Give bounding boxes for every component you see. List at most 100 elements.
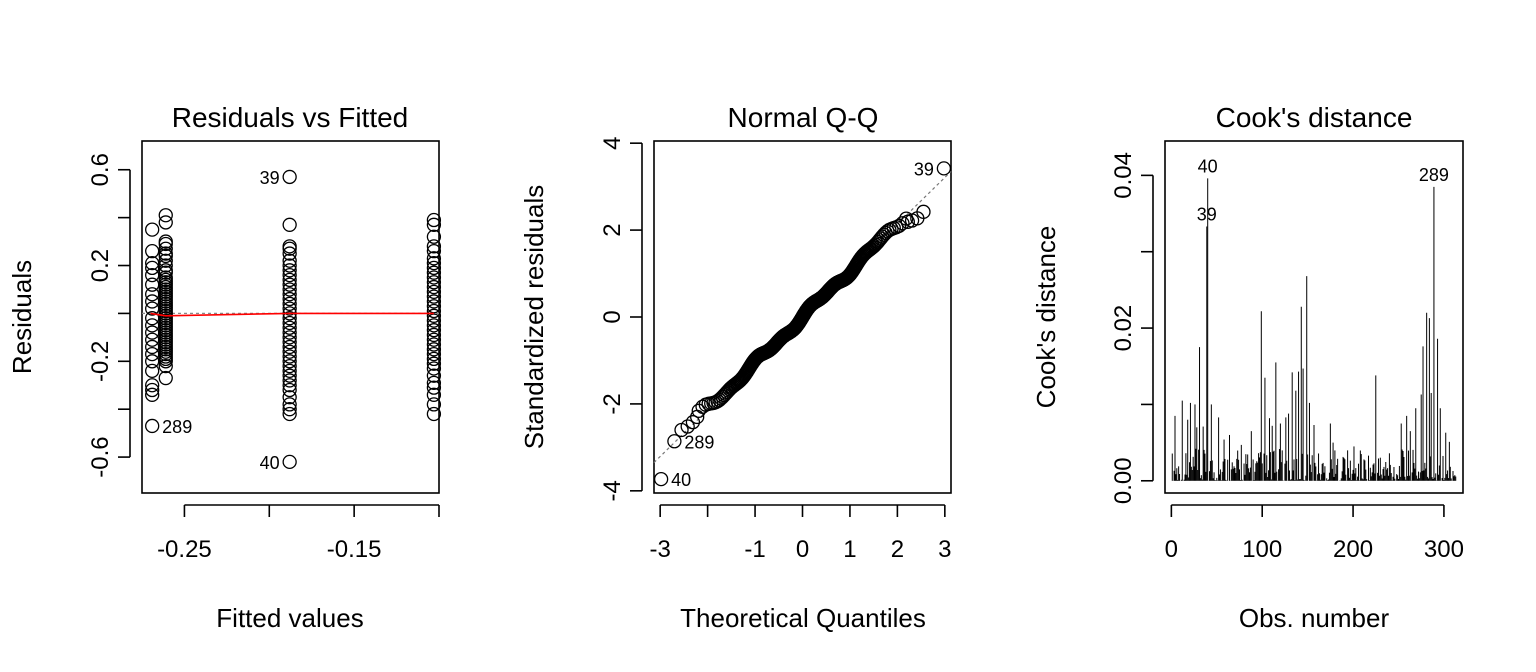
y-axis: -4 -2 0 2 4	[599, 136, 643, 501]
quantile-point	[667, 434, 682, 449]
panel-title: Cook's distance	[1216, 102, 1413, 133]
smooth-line	[150, 312, 434, 317]
residual-point	[282, 315, 297, 331]
residual-point	[282, 263, 297, 278]
residual-point	[426, 284, 442, 300]
residual-point	[145, 311, 160, 326]
y-tick-label: 0.04	[1110, 152, 1137, 199]
residual-point	[426, 289, 442, 304]
y-tick-label: 0	[599, 310, 626, 323]
residual-point	[282, 354, 297, 369]
residual-point	[145, 332, 160, 347]
quantile-point	[690, 409, 705, 425]
y-axis: -0.6 -0.2 0.2 0.6	[87, 153, 131, 478]
x-tick-label: -0.15	[327, 536, 382, 563]
outlier-labels: 39 289 40	[162, 168, 279, 473]
outlier-label: 289	[1419, 165, 1449, 185]
residual-point	[426, 239, 442, 254]
quantile-point	[916, 204, 931, 219]
residual-point	[282, 454, 297, 470]
quantile-point	[880, 224, 895, 239]
y-tick-label: 2	[599, 223, 626, 236]
residual-point	[145, 260, 160, 276]
quantile-point	[680, 419, 695, 434]
residual-point	[426, 327, 442, 343]
x-axis-label: Theoretical Quantiles	[680, 603, 926, 633]
x-tick-label: 2	[891, 536, 904, 563]
residual-point	[282, 296, 297, 311]
x-tick-label: 0	[796, 536, 809, 563]
x-tick-label: 3	[938, 536, 951, 563]
residual-point	[282, 320, 297, 335]
residual-point	[145, 363, 160, 379]
residual-point	[426, 368, 442, 383]
residual-point	[145, 277, 160, 292]
panel-title: Residuals vs Fitted	[172, 102, 409, 133]
residual-point	[282, 272, 297, 288]
residual-point	[282, 349, 297, 364]
residual-point	[145, 267, 160, 283]
y-axis: 0.00 0.02 0.04	[1110, 152, 1154, 504]
residual-point	[426, 406, 442, 422]
y-tick-label: -2	[599, 393, 626, 414]
residual-point	[426, 308, 442, 323]
residual-point	[282, 378, 297, 393]
residual-point	[145, 294, 160, 309]
residual-point	[282, 363, 297, 379]
y-tick-label: 0.6	[87, 153, 114, 186]
residual-point	[158, 215, 173, 230]
residual-point	[426, 217, 442, 232]
quantile-point	[895, 216, 910, 231]
x-axis-label: Obs. number	[1239, 603, 1390, 633]
residual-point	[145, 378, 160, 393]
x-tick-label: 200	[1333, 536, 1373, 563]
residual-point	[282, 246, 297, 261]
residual-point	[145, 418, 160, 434]
residual-point	[282, 406, 297, 422]
lowess-smooth-line	[150, 312, 434, 317]
residual-point	[426, 212, 442, 228]
y-axis-label: Cook's distance	[1031, 226, 1061, 409]
outlier-label: 39	[1197, 205, 1217, 225]
residual-points	[145, 169, 442, 470]
outlier-label: 39	[914, 159, 934, 179]
residual-point	[282, 169, 297, 185]
residual-point	[426, 294, 442, 309]
x-axis: 0 100 200 300	[1165, 504, 1464, 563]
residual-point	[426, 265, 442, 280]
y-tick-label: 0.02	[1110, 305, 1137, 352]
residual-point	[426, 255, 442, 271]
outlier-label: 40	[1198, 156, 1218, 176]
outlier-label: 289	[684, 432, 714, 452]
y-tick-label: -0.6	[87, 436, 114, 477]
y-tick-label: -0.2	[87, 341, 114, 382]
residual-point	[282, 282, 297, 297]
residual-point	[282, 277, 297, 292]
outlier-label: 40	[671, 470, 691, 490]
y-axis-label: Standardized residuals	[519, 185, 549, 450]
residual-point	[426, 279, 442, 295]
x-tick-label: -3	[649, 536, 670, 563]
residual-point	[426, 356, 442, 371]
residual-point	[158, 236, 173, 252]
residual-point	[426, 318, 442, 333]
residual-point	[426, 229, 442, 244]
x-axis: -0.25 -0.15	[157, 504, 440, 563]
residual-point	[145, 382, 160, 398]
residual-point	[158, 208, 173, 223]
residual-point	[426, 361, 442, 376]
quantile-point	[936, 161, 952, 176]
residual-point	[426, 313, 442, 328]
residual-point	[282, 330, 297, 345]
residual-point	[145, 325, 160, 340]
y-tick-label: 0.2	[87, 249, 114, 282]
residual-point	[145, 318, 160, 333]
residual-point	[158, 241, 173, 256]
residual-point	[282, 344, 297, 359]
residual-point	[282, 287, 297, 302]
residuals-vs-fitted-panel: Residuals vs Fitted 39 289 40 -0.25 -0.15 -…	[7, 102, 442, 633]
residual-point	[426, 270, 442, 285]
residual-point	[282, 390, 297, 405]
x-axis: -3 -1 0 1 2 3	[649, 504, 952, 563]
